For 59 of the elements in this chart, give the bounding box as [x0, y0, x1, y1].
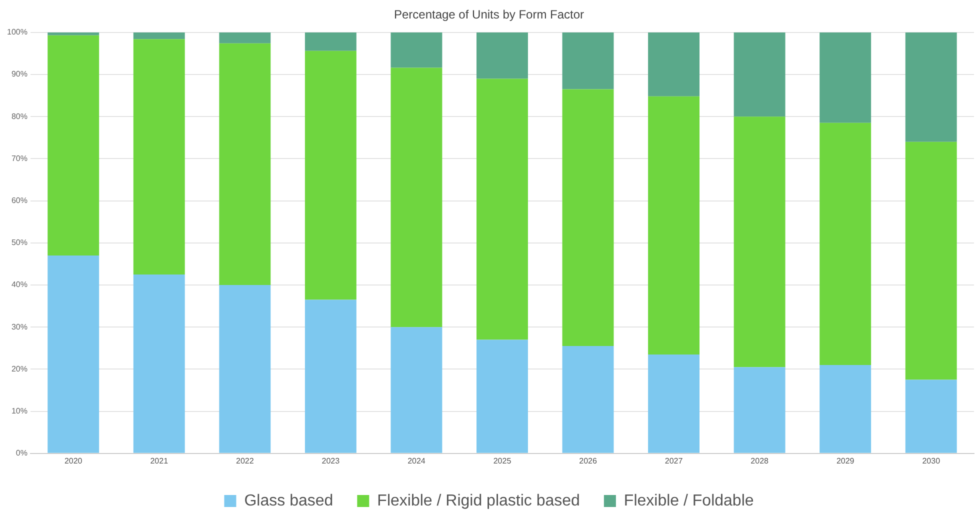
bar	[219, 32, 271, 44]
y-tick-label: 70%	[11, 154, 28, 163]
y-tick-label: 50%	[11, 238, 28, 248]
x-tick-label: 2029	[836, 456, 855, 466]
bar	[648, 96, 700, 354]
bar	[476, 32, 528, 79]
x-tick-label: 2020	[64, 456, 83, 466]
bar	[48, 32, 100, 36]
bar	[820, 32, 872, 123]
bar	[562, 346, 614, 453]
bar	[133, 274, 185, 453]
legend-label: Flexible / Rigid plastic based	[377, 492, 580, 510]
legend-label: Flexible / Foldable	[624, 492, 754, 510]
bar	[476, 78, 528, 340]
y-tick-label: 40%	[11, 280, 28, 290]
bar	[390, 68, 442, 328]
x-tick-label: 2030	[922, 456, 941, 466]
bar	[734, 116, 786, 368]
bar	[820, 364, 872, 453]
bar	[476, 340, 528, 453]
bar	[304, 50, 356, 300]
y-tick-label: 100%	[6, 28, 28, 37]
y-tick-label: 90%	[11, 70, 28, 79]
bar	[390, 327, 442, 453]
bar	[648, 32, 700, 96]
x-tick-label: 2022	[236, 456, 254, 466]
bar	[734, 367, 786, 453]
x-tick-label: 2025	[493, 456, 512, 466]
y-tick-label: 20%	[11, 364, 28, 374]
bar	[390, 32, 442, 68]
bar	[48, 256, 100, 453]
x-tick-label: 2021	[150, 456, 169, 466]
y-tick-label: 0%	[16, 448, 28, 458]
bar	[304, 300, 356, 453]
bar	[562, 32, 614, 90]
legend-label: Glass based	[244, 492, 334, 510]
x-tick-label: 2024	[408, 456, 426, 466]
bar	[219, 43, 271, 285]
bar	[133, 39, 185, 274]
x-tick-label: 2027	[664, 456, 684, 466]
bar	[905, 32, 957, 142]
bar	[734, 32, 786, 117]
bar	[905, 142, 957, 380]
y-tick-label: 30%	[11, 322, 28, 332]
x-tick-label: 2028	[750, 456, 770, 466]
bar	[820, 122, 872, 365]
bar	[562, 89, 614, 346]
y-tick-label: 10%	[11, 406, 28, 416]
bar	[905, 380, 957, 453]
bar	[219, 285, 271, 453]
bar	[648, 354, 700, 453]
bar	[133, 32, 185, 40]
y-tick-label: 80%	[11, 112, 28, 121]
bar	[304, 32, 356, 51]
x-tick-label: 2026	[579, 456, 598, 466]
chart-title: Percentage of Units by Form Factor	[394, 8, 584, 22]
bar	[48, 35, 100, 256]
y-tick-label: 60%	[11, 196, 28, 206]
x-tick-label: 2023	[322, 456, 340, 466]
